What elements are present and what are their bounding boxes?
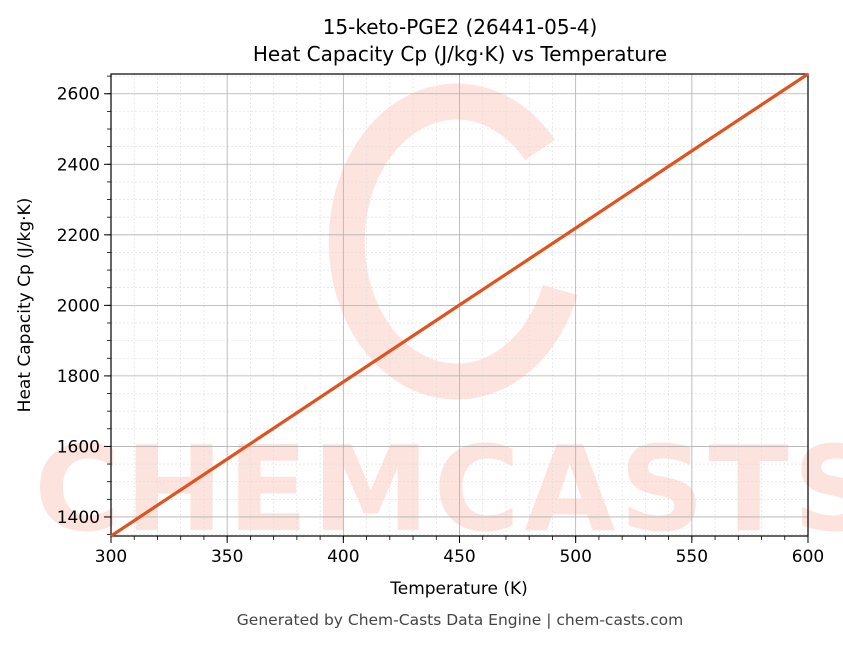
x-tick-label: 600 — [792, 547, 824, 567]
footer-credit: Generated by Chem-Casts Data Engine | ch… — [237, 611, 683, 629]
x-tick-label: 550 — [676, 547, 708, 567]
y-tick-label: 2600 — [57, 85, 100, 105]
y-axis-label: Heat Capacity Cp (J/kg·K) — [15, 198, 35, 413]
chart-subtitle: Heat Capacity Cp (J/kg·K) vs Temperature — [253, 42, 667, 66]
chart-title: 15-keto-PGE2 (26441-05-4) — [323, 15, 598, 39]
x-tick-label: 500 — [559, 547, 591, 567]
grid — [110, 74, 809, 536]
svg-text:CHEMCASTS: CHEMCASTS — [34, 420, 843, 558]
x-tick-label: 300 — [95, 547, 127, 567]
y-tick-label: 2000 — [57, 296, 100, 316]
y-tick-label: 2400 — [57, 155, 100, 175]
y-tick-label: 1800 — [57, 367, 100, 387]
y-tick-label: 2200 — [57, 226, 100, 246]
axis-ticks: 300 350 400 450 500 550 600 1400 1600 1800 2000 220… — [57, 75, 824, 567]
x-axis-label: Temperature (K) — [389, 579, 528, 599]
watermark-logo: CHEMCASTS — [34, 83, 843, 558]
x-tick-label: 400 — [327, 547, 359, 567]
y-tick-label: 1600 — [57, 437, 100, 457]
series-line — [110, 72, 809, 538]
x-tick-label: 350 — [211, 547, 243, 567]
y-tick-label: 1400 — [57, 508, 100, 528]
x-tick-label: 450 — [443, 547, 475, 567]
